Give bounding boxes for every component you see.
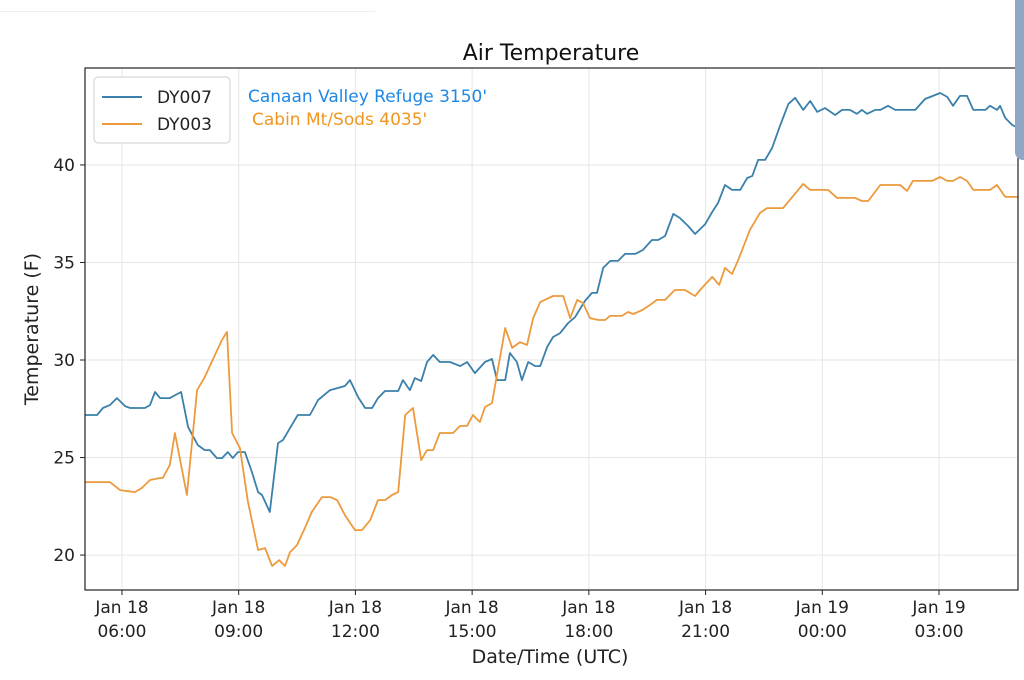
legend-box	[93, 76, 231, 144]
y-tick-label: 40	[53, 156, 75, 176]
annotation-cabin-mt: Cabin Mt/Sods 4035'	[252, 110, 427, 130]
x-tick-label-time: 18:00	[564, 622, 613, 642]
x-tick-label-time: 21:00	[681, 622, 730, 642]
x-tick-label-date: Jan 18	[561, 598, 615, 618]
y-axis-label: Temperature (F)	[21, 253, 43, 406]
x-tick-label-time: 06:00	[97, 622, 146, 642]
edge-scroll-handle[interactable]	[1015, 0, 1024, 160]
x-tick-label-date: Jan 18	[328, 598, 382, 618]
x-tick-label-date: Jan 18	[94, 598, 148, 618]
series-line-dy003	[85, 176, 1018, 567]
y-tick-label: 30	[53, 351, 75, 371]
grid	[85, 68, 1018, 590]
plot-frame	[84, 67, 1019, 591]
legend-label-dy007: DY007	[157, 88, 212, 108]
x-ticks: Jan 18 06:00 Jan 18 09:00 Jan 18 12:00 Jan 18 1…	[94, 590, 966, 642]
series-line-dy007	[85, 92, 1019, 513]
x-tick-label-time: 12:00	[331, 622, 380, 642]
y-tick-label: 20	[53, 546, 75, 566]
y-ticks: 20 25 30 35 40	[53, 156, 85, 566]
x-tick-label-date: Jan 19	[795, 598, 849, 618]
chart-title: Air Temperature	[463, 41, 640, 66]
x-tick-label-time: 03:00	[915, 622, 964, 642]
top-divider	[0, 11, 375, 12]
y-tick-label: 25	[53, 449, 75, 469]
x-tick-label-time: 15:00	[448, 622, 497, 642]
x-tick-label-time: 00:00	[798, 622, 847, 642]
series-lines	[85, 92, 1019, 567]
x-tick-label-date: Jan 18	[678, 598, 732, 618]
legend-label-dy003: DY003	[157, 115, 212, 135]
x-axis-label: Date/Time (UTC)	[472, 646, 629, 668]
x-tick-label-date: Jan 18	[211, 598, 265, 618]
annotation-canaan-valley: Canaan Valley Refuge 3150'	[248, 87, 487, 107]
x-tick-label-date: Jan 19	[911, 598, 965, 618]
y-tick-label: 35	[53, 253, 75, 273]
x-tick-label-date: Jan 18	[445, 598, 499, 618]
x-tick-label-time: 09:00	[214, 622, 263, 642]
legend: DY007 DY003	[93, 76, 231, 144]
